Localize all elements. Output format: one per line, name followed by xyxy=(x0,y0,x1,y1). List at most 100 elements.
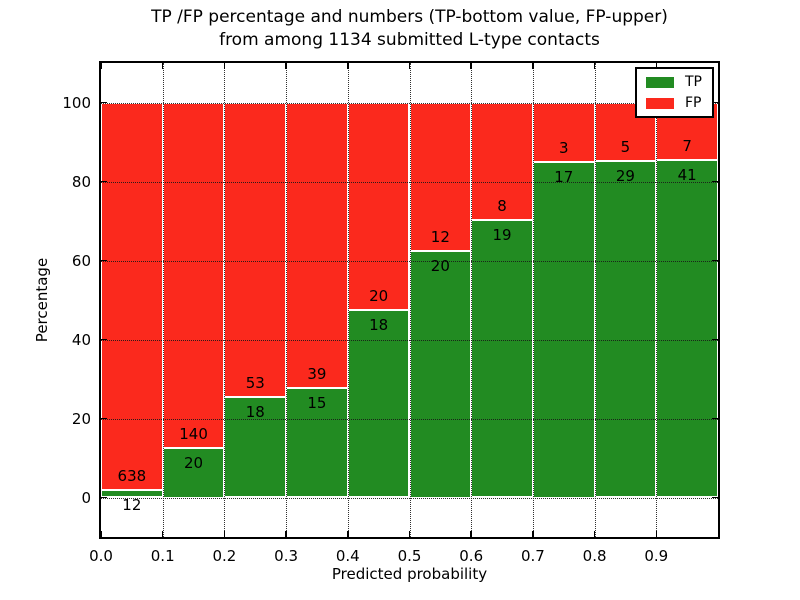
tick-mark xyxy=(470,63,472,69)
y-tick-label: 0 xyxy=(81,488,91,507)
tick-mark xyxy=(223,63,226,69)
gridline xyxy=(224,63,226,537)
tp-bar-segment xyxy=(286,387,348,498)
gridline xyxy=(656,63,658,537)
tick-mark xyxy=(470,531,472,537)
fp-bar-segment xyxy=(471,102,533,220)
x-tick-label: 0.5 xyxy=(397,547,422,565)
tick-mark xyxy=(285,531,287,537)
tick-mark xyxy=(347,63,349,69)
x-tick-label: 0.8 xyxy=(582,547,607,565)
fp-count-label: 8 xyxy=(497,196,507,215)
x-tick-label: 0.6 xyxy=(459,547,484,565)
tick-mark xyxy=(161,531,164,537)
tp-bar-segment xyxy=(532,161,595,498)
plot-area: 638 12 140 20 53 18 39 15 20 18 12 20 8 19 3 17 5 29 7 41 T… xyxy=(99,61,720,539)
tp-bar-segment xyxy=(347,310,410,498)
fp-bar-segment xyxy=(101,102,163,491)
tick-mark xyxy=(408,531,411,537)
gridline xyxy=(162,63,164,537)
tp-bar-segment xyxy=(101,490,163,498)
fp-bar-segment xyxy=(409,102,472,251)
x-tick-label: 0.4 xyxy=(335,547,360,565)
tick-mark xyxy=(532,63,534,69)
grid-layer xyxy=(100,63,718,537)
gridline xyxy=(594,63,596,537)
tick-mark xyxy=(712,101,718,104)
x-tick-label: 0.3 xyxy=(274,547,299,565)
tp-bar-segment xyxy=(594,160,657,498)
gridline xyxy=(347,63,349,537)
tp-count-label: 17 xyxy=(554,167,574,186)
tick-mark xyxy=(712,259,718,262)
fp-count-label: 7 xyxy=(682,137,692,156)
tp-count-label: 41 xyxy=(677,166,697,185)
bar-labels-layer: 638 12 140 20 53 18 39 15 20 18 12 20 8 19 3 17 5 29 7 41 xyxy=(101,63,718,537)
tp-bar-segment xyxy=(656,160,718,498)
tick-mark xyxy=(712,180,718,183)
y-tick-label: 20 xyxy=(71,409,91,428)
fp-bar-segment xyxy=(347,102,410,311)
y-tick-label: 80 xyxy=(71,172,91,191)
tp-count-label: 20 xyxy=(184,454,204,473)
legend: TP FP xyxy=(635,67,714,118)
tick-mark xyxy=(100,531,102,537)
x-axis-label: Predicted probability xyxy=(331,565,488,583)
tick-mark xyxy=(593,531,596,537)
tp-count-label: 18 xyxy=(245,403,265,422)
legend-item-tp: TP xyxy=(646,75,702,89)
tick-mark xyxy=(101,259,107,262)
gridline xyxy=(409,63,411,537)
tick-mark xyxy=(347,531,349,537)
fp-count-label: 12 xyxy=(430,227,450,246)
tp-count-label: 18 xyxy=(369,316,389,335)
tp-count-label: 19 xyxy=(492,225,512,244)
legend-item-fp: FP xyxy=(646,96,702,110)
fp-legend-label: FP xyxy=(685,95,702,111)
tick-mark xyxy=(285,63,287,69)
tick-mark xyxy=(712,496,718,499)
tick-mark xyxy=(655,531,658,537)
x-tick-label: 0.9 xyxy=(644,547,669,565)
y-tick-label: 60 xyxy=(71,251,91,270)
gridline xyxy=(471,63,473,537)
chart-title-line1: TP /FP percentage and numbers (TP-bottom… xyxy=(151,7,668,27)
x-tick-label: 0.2 xyxy=(212,547,237,565)
tick-mark xyxy=(712,417,718,420)
fp-count-label: 638 xyxy=(117,467,147,486)
fp-count-label: 53 xyxy=(245,374,265,393)
fp-count-label: 5 xyxy=(620,137,631,156)
gridline xyxy=(286,63,288,537)
tp-count-label: 12 xyxy=(122,496,142,515)
fp-count-label: 3 xyxy=(558,138,569,157)
y-tick-label: 40 xyxy=(71,330,91,349)
tp-count-label: 29 xyxy=(615,166,635,185)
x-tick-label: 0.0 xyxy=(89,547,113,565)
fp-count-label: 20 xyxy=(369,287,389,306)
tp-legend-label: TP xyxy=(685,74,702,90)
tick-mark xyxy=(593,63,596,69)
tick-mark xyxy=(655,63,658,69)
fp-count-label: 39 xyxy=(307,364,327,383)
gridline xyxy=(532,63,534,537)
tick-mark xyxy=(223,531,226,537)
tick-mark xyxy=(101,338,107,341)
fp-count-label: 140 xyxy=(179,425,208,444)
fp-bar-segment xyxy=(162,102,225,449)
tick-mark xyxy=(101,496,107,499)
tick-mark xyxy=(101,180,107,183)
tp-bar-segment xyxy=(224,397,287,498)
tp-legend-swatch-icon xyxy=(646,76,674,88)
chart-title: TP /FP percentage and numbers (TP-bottom… xyxy=(99,6,720,52)
chart-title-line2: from among 1134 submitted L-type contact… xyxy=(219,30,600,50)
tick-mark xyxy=(161,63,164,69)
tp-count-label: 15 xyxy=(307,393,327,412)
x-tick-label: 0.1 xyxy=(150,547,175,565)
fp-bar-segment xyxy=(532,102,595,162)
tick-mark xyxy=(408,63,411,69)
tick-mark xyxy=(101,417,107,420)
tick-mark xyxy=(100,63,102,69)
fp-legend-swatch-icon xyxy=(646,97,674,109)
tick-mark xyxy=(712,338,718,341)
